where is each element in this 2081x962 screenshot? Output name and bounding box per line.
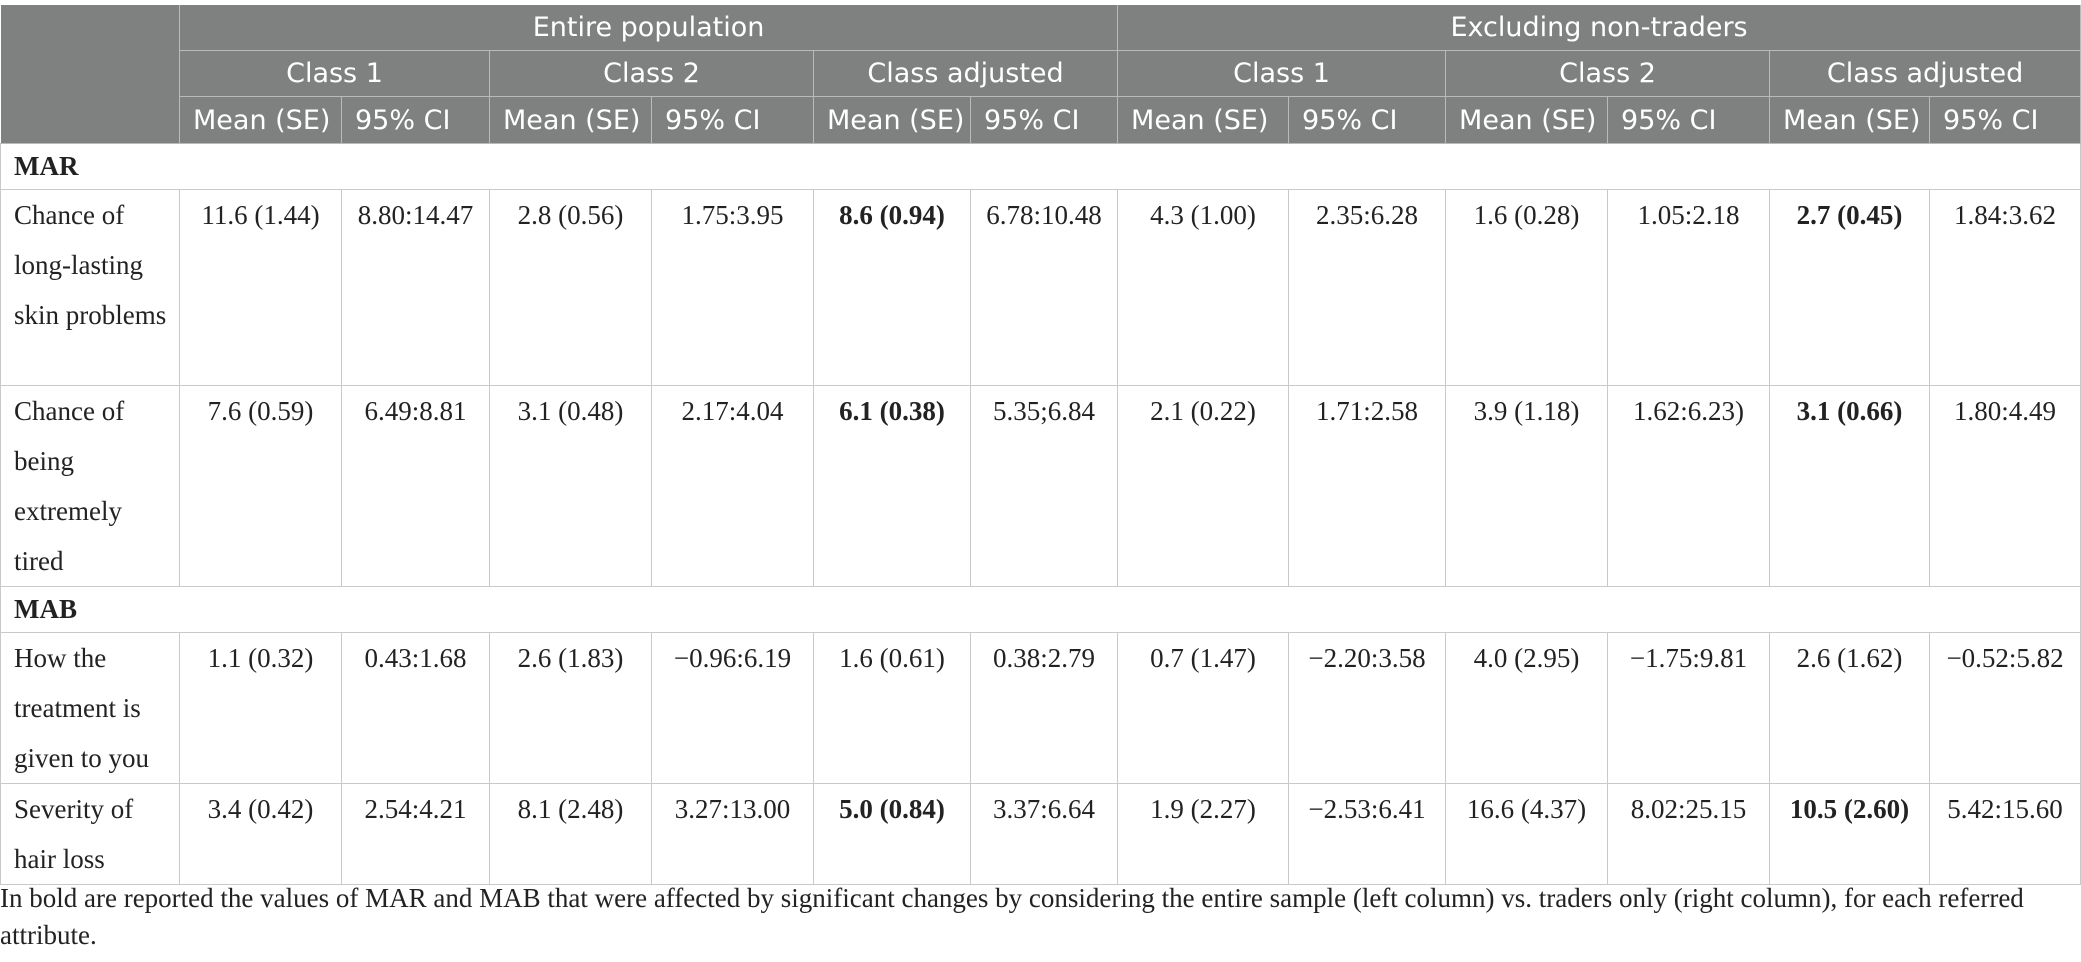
stat-header: 95% CI	[1929, 96, 2081, 144]
header-row-groups: Entire population Excluding non-traders	[0, 5, 2081, 144]
table-row: Severity of hair loss 3.4 (0.42) 2.54:4.…	[0, 783, 2081, 885]
table-cell: 1.6 (0.28)	[1445, 189, 1609, 386]
stat-header: 95% CI	[651, 96, 814, 144]
table-cell: 16.6 (4.37)	[1445, 783, 1609, 885]
table-cell: 6.49:8.81	[341, 385, 490, 587]
table-cell-bold: 5.0 (0.84)	[813, 783, 971, 885]
stat-header: 95% CI	[341, 96, 490, 144]
class-header: Class 1	[1117, 50, 1447, 97]
class-header: Class 2	[1445, 50, 1771, 97]
results-table: Entire population Excluding non-traders …	[0, 5, 2081, 885]
table-cell-bold: 3.1 (0.66)	[1769, 385, 1931, 587]
table-cell: 3.4 (0.42)	[179, 783, 342, 885]
stat-header: 95% CI	[970, 96, 1119, 144]
table-body: MAR Chance of long-lasting skin problems…	[0, 143, 2081, 885]
table-cell: 5.35;6.84	[969, 385, 1119, 587]
table-cell: 1.84:3.62	[1929, 189, 2081, 386]
table-cell: 3.9 (1.18)	[1445, 385, 1609, 587]
table-cell: 2.54:4.21	[341, 783, 490, 885]
stat-header: Mean (SE)	[1769, 96, 1931, 144]
table-cell: 1.05:2.18	[1607, 189, 1771, 386]
table-cell: 7.6 (0.59)	[179, 385, 342, 587]
table-row: Chance of long-lasting skin problems 11.…	[0, 189, 2081, 386]
table-cell: 1.9 (2.27)	[1117, 783, 1290, 885]
section-title: MAB	[0, 586, 2081, 633]
stat-header: Mean (SE)	[1445, 96, 1609, 144]
stat-header: Mean (SE)	[179, 96, 342, 144]
section-title: MAR	[0, 143, 2081, 190]
row-label: Chance of being extremely tired	[0, 385, 180, 587]
table-cell: 8.02:25.15	[1607, 783, 1771, 885]
table-row: Chance of being extremely tired 7.6 (0.5…	[0, 385, 2081, 587]
table-cell: 5.42:15.60	[1929, 783, 2081, 885]
table-cell: 2.8 (0.56)	[489, 189, 652, 386]
table-cell: 1.6 (0.61)	[813, 632, 971, 784]
table-cell: 1.75:3.95	[651, 189, 814, 386]
table-cell: −2.20:3.58	[1288, 632, 1447, 784]
table-cell: 0.7 (1.47)	[1117, 632, 1290, 784]
header-stub	[0, 5, 180, 144]
table-cell: 4.3 (1.00)	[1117, 189, 1290, 386]
table-cell: 1.62:6.23)	[1607, 385, 1771, 587]
class-header: Class adjusted	[1769, 50, 2081, 97]
table-cell: 2.35:6.28	[1288, 189, 1447, 386]
group-header-entire-population: Entire population	[179, 5, 1119, 51]
row-label: How the treatment is given to you	[0, 632, 180, 784]
stat-header: Mean (SE)	[813, 96, 971, 144]
class-header: Class 2	[489, 50, 814, 97]
table-cell-bold: 10.5 (2.60)	[1769, 783, 1931, 885]
table-cell: 6.78:10.48	[969, 189, 1119, 386]
table-cell: 1.71:2.58	[1288, 385, 1447, 587]
table-header: Entire population Excluding non-traders …	[0, 5, 2081, 144]
table-footnote: In bold are reported the values of MAR a…	[0, 883, 2024, 950]
table-cell: −1.75:9.81	[1607, 632, 1771, 784]
row-label: Chance of long-lasting skin problems	[0, 189, 180, 386]
table-cell-bold: 6.1 (0.38)	[813, 385, 971, 587]
table-cell: −0.52:5.82	[1929, 632, 2081, 784]
table-cell: 0.38:2.79	[969, 632, 1119, 784]
table-cell: 2.17:4.04	[651, 385, 814, 587]
section-row-mar: MAR	[0, 143, 2081, 190]
table-cell: 3.27:13.00	[651, 783, 814, 885]
table-cell: 0.43:1.68	[341, 632, 490, 784]
table-cell: −0.96:6.19	[651, 632, 814, 784]
table-cell-bold: 8.6 (0.94)	[813, 189, 971, 386]
class-header: Class adjusted	[813, 50, 1119, 97]
table-cell: 11.6 (1.44)	[179, 189, 342, 386]
table-cell: 8.1 (2.48)	[489, 783, 652, 885]
stat-header: 95% CI	[1288, 96, 1447, 144]
table-cell: 3.37:6.64	[969, 783, 1119, 885]
table-cell: 1.1 (0.32)	[179, 632, 342, 784]
section-row-mab: MAB	[0, 586, 2081, 633]
header-row-classes: Class 1 Class 2 Class adjusted Class 1 C…	[1, 50, 2081, 97]
stat-header: 95% CI	[1607, 96, 1771, 144]
table-cell-bold: 2.7 (0.45)	[1769, 189, 1931, 386]
table-cell: −2.53:6.41	[1288, 783, 1447, 885]
stat-header: Mean (SE)	[489, 96, 652, 144]
row-label: Severity of hair loss	[0, 783, 180, 885]
table-cell: 8.80:14.47	[341, 189, 490, 386]
table-row: How the treatment is given to you 1.1 (0…	[0, 632, 2081, 784]
stat-header: Mean (SE)	[1117, 96, 1290, 144]
table-cell: 2.6 (1.83)	[489, 632, 652, 784]
class-header: Class 1	[179, 50, 490, 97]
table-cell: 2.1 (0.22)	[1117, 385, 1290, 587]
table-cell: 1.80:4.49	[1929, 385, 2081, 587]
table-cell: 4.0 (2.95)	[1445, 632, 1609, 784]
header-row-stats: Mean (SE) 95% CI Mean (SE) 95% CI Mean (…	[1, 96, 2081, 144]
table-cell: 3.1 (0.48)	[489, 385, 652, 587]
table-cell: 2.6 (1.62)	[1769, 632, 1931, 784]
group-header-excluding-non-traders: Excluding non-traders	[1117, 5, 2081, 51]
